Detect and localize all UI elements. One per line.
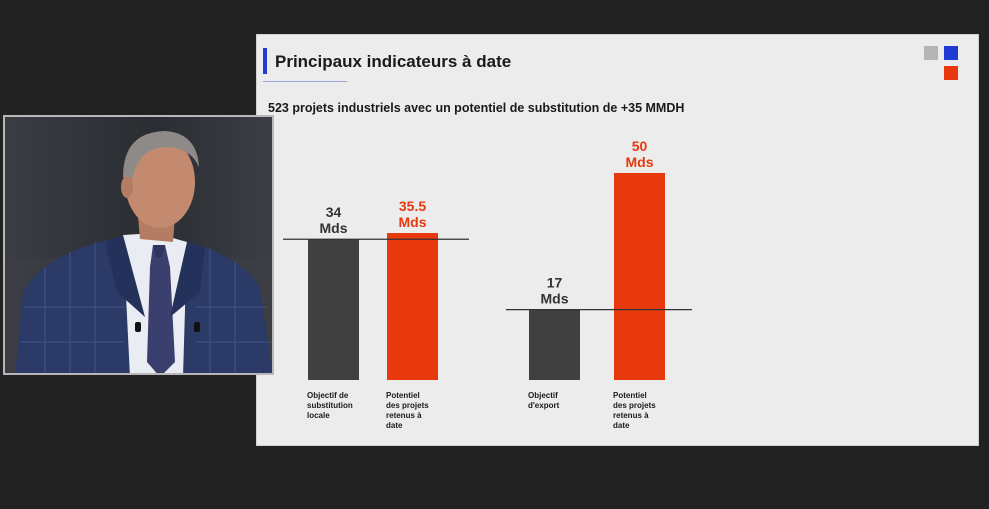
category-label: date: [613, 421, 630, 430]
data-label-value: 35.5: [399, 198, 426, 214]
data-label-unit: Mds: [320, 220, 348, 236]
logo-grey-square: [924, 46, 938, 60]
data-label-value: 50: [632, 138, 648, 154]
speaker-figure: [15, 131, 272, 373]
bar-2-2: [614, 173, 665, 380]
category-label: des projets: [386, 401, 429, 410]
category-label: Objectif de: [307, 391, 349, 400]
data-label-value: 34: [326, 204, 342, 220]
data-label-unit: Mds: [541, 291, 569, 307]
slide-title: Principaux indicateurs à date: [275, 52, 512, 71]
speaker-video-inset: [3, 115, 274, 375]
bar-1-1: [308, 239, 359, 380]
data-label-unit: Mds: [399, 214, 427, 230]
category-label: locale: [307, 411, 330, 420]
category-label: retenus à: [386, 411, 422, 420]
category-label: Potentiel: [386, 391, 420, 400]
category-label: date: [386, 421, 403, 430]
title-accent-bar: [263, 48, 267, 74]
category-label: Objectif: [528, 391, 558, 400]
bar-2-1: [529, 309, 580, 380]
category-label: substitution: [307, 401, 353, 410]
category-label: retenus à: [613, 411, 649, 420]
category-label: d'export: [528, 401, 560, 410]
category-label: Potentiel: [613, 391, 647, 400]
category-label: des projets: [613, 401, 656, 410]
data-label-unit: Mds: [626, 154, 654, 170]
logo-blue-square: [944, 46, 958, 60]
logo-orange-square: [944, 66, 958, 80]
data-label-value: 17: [547, 275, 563, 291]
bar-1-2: [387, 233, 438, 380]
slide-subtitle: 523 projets industriels avec un potentie…: [268, 101, 685, 115]
title-underline: [263, 81, 347, 82]
presentation-slide: Principaux indicateurs à date 523 projet…: [256, 34, 979, 446]
